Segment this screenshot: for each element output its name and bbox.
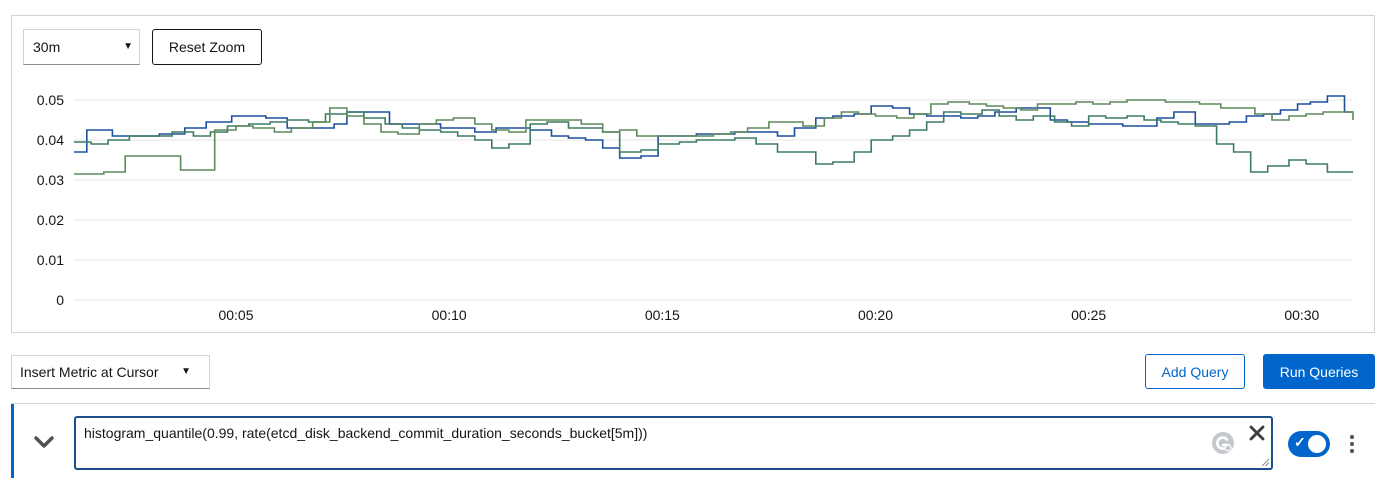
switch-knob [1308, 435, 1326, 453]
divider [11, 403, 1375, 404]
series-line-2 [74, 109, 1353, 173]
y-tick-label: 0 [56, 292, 64, 308]
x-tick-label: 00:15 [645, 307, 680, 323]
query-expression-text: histogram_quantile(0.99, rate(etcd_disk_… [84, 425, 648, 441]
x-tick-label: 00:25 [1071, 307, 1106, 323]
reset-zoom-button[interactable]: Reset Zoom [152, 29, 262, 65]
kebab-icon[interactable] [1344, 432, 1360, 456]
x-tick-label: 00:05 [218, 307, 253, 323]
y-tick-label: 0.03 [37, 172, 64, 188]
run-queries-button[interactable]: Run Queries [1263, 354, 1375, 389]
add-query-button[interactable]: Add Query [1145, 354, 1245, 389]
check-icon: ✓ [1294, 434, 1306, 450]
insert-metric-label: Insert Metric at Cursor [20, 364, 159, 380]
query-enable-switch[interactable]: ✓ [1288, 431, 1330, 457]
x-tick-label: 00:20 [858, 307, 893, 323]
x-tick-label: 00:10 [432, 307, 467, 323]
y-tick-label: 0.04 [37, 132, 64, 148]
time-range-value: 30m [33, 39, 61, 55]
y-tick-label: 0.05 [37, 92, 64, 108]
time-range-select[interactable]: 30m ▼ [23, 29, 140, 65]
x-tick-label: 00:30 [1284, 307, 1319, 323]
series-line-1 [74, 95, 1353, 159]
y-tick-label: 0.02 [37, 212, 64, 228]
caret-down-icon: ▼ [123, 41, 133, 52]
query-row-accent [11, 404, 14, 478]
query-chart[interactable]: 0 0.01 0.02 0.03 0.04 0.05 00:05 00:10 00:15 00:2… [12, 16, 1374, 332]
close-icon[interactable] [1248, 424, 1266, 442]
series-line-3 [74, 99, 1354, 175]
chart-panel: 0 0.01 0.02 0.03 0.04 0.05 00:05 00:10 00:15 00:2… [11, 15, 1375, 333]
caret-down-icon: ▼ [181, 366, 191, 377]
y-tick-label: 0.01 [37, 252, 64, 268]
chevron-down-icon[interactable] [30, 430, 58, 454]
insert-metric-dropdown[interactable]: Insert Metric at Cursor ▼ [11, 355, 210, 389]
resize-grip-icon[interactable] [1260, 457, 1270, 467]
grammarly-icon[interactable] [1211, 431, 1235, 455]
query-expression-input[interactable]: histogram_quantile(0.99, rate(etcd_disk_… [74, 416, 1273, 470]
